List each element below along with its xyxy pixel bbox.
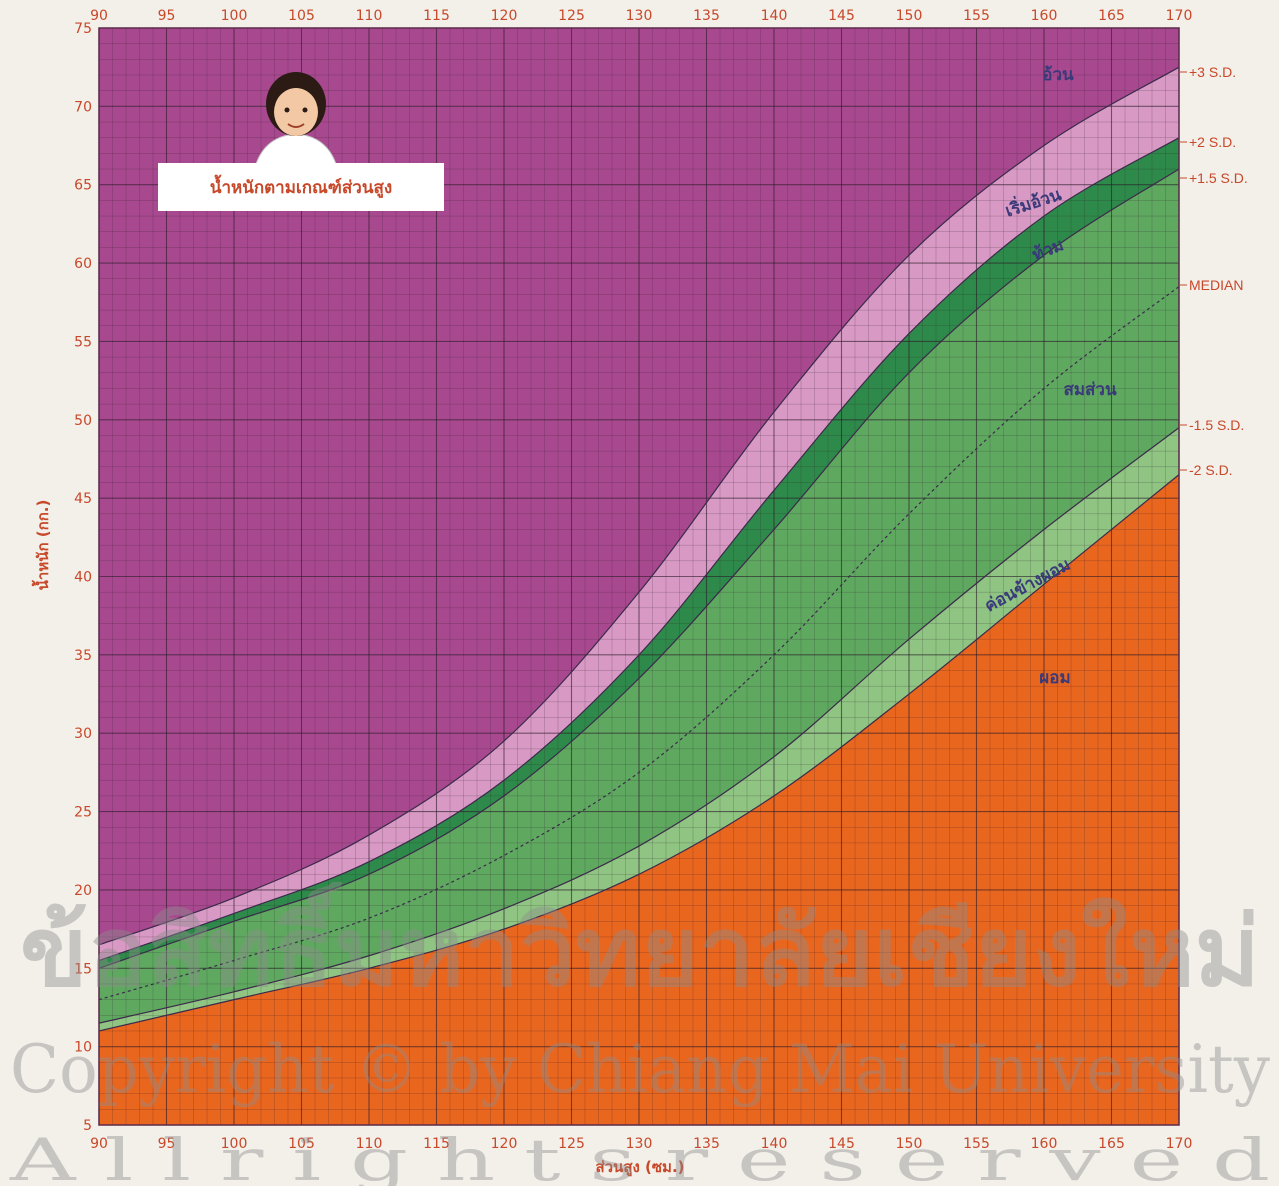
y-tick-label: 10 <box>74 1040 92 1056</box>
x-tick-label: 165 <box>1098 1136 1125 1152</box>
chart-grid <box>98 27 1180 1126</box>
x-tick-label: 135 <box>693 8 720 24</box>
watermark-thai: ข้อสิทธิ์มหาวิทยาลัยเชียงใหม่ <box>20 881 1260 1008</box>
x-tick-label: 145 <box>828 1136 855 1152</box>
zone-label-thin: ผอม <box>1039 668 1070 688</box>
sd-label: +1.5 S.D. <box>1189 170 1248 186</box>
plot-frame <box>98 27 1180 1126</box>
x-axis-title: ส่วนสูง (ซม.) <box>595 1158 684 1177</box>
y-tick-label: 55 <box>74 334 92 350</box>
y-tick-label: 5 <box>83 1118 92 1134</box>
x-tick-label: 110 <box>356 8 383 24</box>
x-tick-label: 115 <box>423 8 450 24</box>
x-tick-label: 170 <box>1166 1136 1193 1152</box>
sd-curve <box>98 137 1180 962</box>
y-tick-label: 40 <box>74 570 92 586</box>
x-tick-label: 105 <box>288 8 315 24</box>
sd-label: +2 S.D. <box>1189 134 1236 150</box>
x-tick-label: 120 <box>491 1136 518 1152</box>
x-tick-label: 155 <box>963 1136 990 1152</box>
zone-label-obese: อ้วน <box>1042 65 1074 85</box>
x-tick-label: 120 <box>491 8 518 24</box>
sd-curve <box>98 427 1180 1024</box>
x-tick-label: 150 <box>896 1136 923 1152</box>
watermark-copyright: Copyright © by Chiang Mai University <box>10 1031 1271 1108</box>
x-tick-label: 130 <box>626 8 653 24</box>
x-tick-label: 165 <box>1098 8 1125 24</box>
y-axis-title: น้ำหนัก (กก.) <box>31 500 52 591</box>
watermark-rights: A l l r i g h t s r e s e r v e d <box>8 1126 1270 1186</box>
x-tick-labels-top: 90 95 100 105 110 115 120 125 130 135 140 145 150 155… <box>90 8 1192 24</box>
x-tick-label: 140 <box>761 1136 788 1152</box>
chart-title: น้ำหนักตามเกณฑ์ส่วนสูง <box>158 163 444 211</box>
x-tick-label: 105 <box>288 1136 315 1152</box>
watermark: ข้อสิทธิ์มหาวิทยาลัยเชียงใหม่ Copyright … <box>8 881 1270 1186</box>
y-tick-label: 60 <box>74 256 92 272</box>
y-tick-label: 35 <box>74 648 92 664</box>
x-tick-label: 150 <box>896 8 923 24</box>
x-tick-labels-bottom: 90 95 100 105 110 115 120 125 130 135 140 145 150 155… <box>90 1136 1192 1152</box>
sd-label: -1.5 S.D. <box>1189 417 1244 433</box>
y-tick-label: 65 <box>74 178 92 194</box>
x-tick-label: 170 <box>1166 8 1193 24</box>
x-tick-label: 130 <box>626 1136 653 1152</box>
sd-curve <box>98 66 1180 946</box>
sd-curve <box>98 286 1180 1001</box>
x-tick-label: 160 <box>1031 1136 1058 1152</box>
x-tick-label: 90 <box>90 8 108 24</box>
y-tick-label: 30 <box>74 726 92 742</box>
sd-curve <box>98 474 1180 1032</box>
x-tick-label: 140 <box>761 8 788 24</box>
x-tick-label: 135 <box>693 1136 720 1152</box>
x-tick-label: 125 <box>558 1136 585 1152</box>
x-tick-label: 100 <box>221 8 248 24</box>
x-tick-label: 125 <box>558 8 585 24</box>
x-tick-label: 95 <box>158 1136 176 1152</box>
y-tick-label: 25 <box>74 805 92 821</box>
sd-curves <box>98 66 1180 1032</box>
x-tick-label: 145 <box>828 8 855 24</box>
y-tick-label: 15 <box>74 961 92 977</box>
sd-label: -2 S.D. <box>1189 462 1233 478</box>
x-tick-label: 160 <box>1031 8 1058 24</box>
x-tick-label: 95 <box>158 8 176 24</box>
y-tick-label: 50 <box>74 413 92 429</box>
x-tick-label: 90 <box>90 1136 108 1152</box>
y-tick-label: 70 <box>74 99 92 115</box>
x-tick-label: 100 <box>221 1136 248 1152</box>
y-tick-labels: 5 10 15 20 25 30 35 40 45 50 55 60 65 70 75 <box>74 21 92 1134</box>
child-illustration <box>255 72 337 164</box>
y-tick-label: 75 <box>74 21 92 37</box>
sd-labels: +3 S.D. +2 S.D. +1.5 S.D. MEDIAN -1.5 S.D. -2… <box>1179 64 1248 478</box>
zone-label-proportional: สมส่วน <box>1063 380 1117 400</box>
sd-label: +3 S.D. <box>1189 64 1236 80</box>
y-tick-label: 45 <box>74 491 92 507</box>
x-tick-label: 110 <box>356 1136 383 1152</box>
sd-label: MEDIAN <box>1189 277 1243 293</box>
sd-curve <box>98 168 1180 969</box>
y-tick-label: 20 <box>74 883 92 899</box>
x-tick-label: 155 <box>963 8 990 24</box>
x-tick-label: 115 <box>423 1136 450 1152</box>
